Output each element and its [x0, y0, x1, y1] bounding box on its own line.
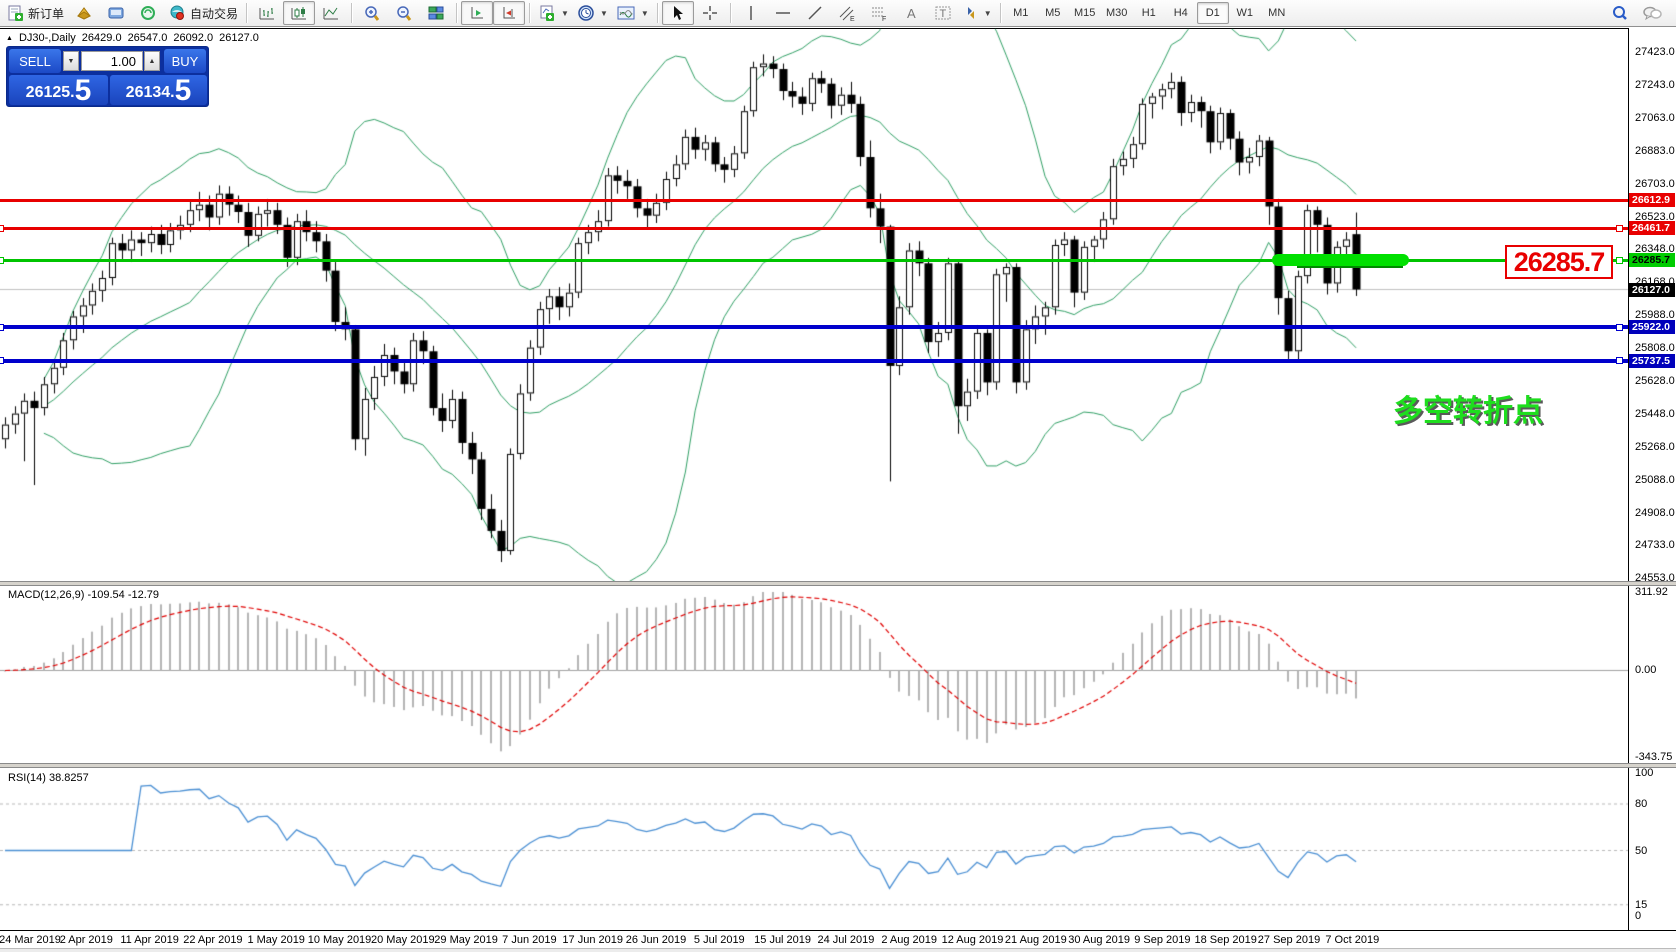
- highlight-rectangle-object[interactable]: [1272, 254, 1409, 267]
- buy-price-frac: 5: [174, 74, 192, 107]
- pane-divider[interactable]: [0, 763, 1676, 768]
- line-price-badge: 25737.5: [1629, 353, 1675, 368]
- rsi-tick-label: 100: [1635, 767, 1654, 779]
- price-tick-label: 27063.0: [1635, 111, 1675, 124]
- horizontal-line-object[interactable]: [0, 323, 1628, 331]
- collapse-header-icon[interactable]: ▲: [6, 34, 13, 42]
- price-tick-label: 27423.0: [1635, 46, 1675, 58]
- price-tick-label: 26883.0: [1635, 144, 1675, 157]
- sell-price-frac: 5: [74, 74, 92, 107]
- horizontal-line-object[interactable]: [0, 357, 1628, 365]
- horizontal-line-object[interactable]: [0, 198, 1628, 202]
- date-tick-label: 21 Aug 2019: [1004, 934, 1067, 946]
- line-handle[interactable]: [0, 323, 4, 331]
- price-tick-label: 25628.0: [1635, 374, 1675, 387]
- horizontal-line-object[interactable]: [0, 224, 1628, 232]
- date-tick-label: 5 Jul 2019: [693, 934, 745, 946]
- horizontal-line-object[interactable]: [0, 256, 1628, 264]
- price-tick-label: 26703.0: [1635, 177, 1675, 190]
- sell-price-display[interactable]: 26125. 5: [9, 74, 108, 107]
- price-tick-label: 26523.0: [1635, 210, 1675, 223]
- date-tick-label: 7 Oct 2019: [1325, 934, 1380, 946]
- buy-price-dot: .: [170, 84, 175, 101]
- sell-price-dot: .: [70, 84, 75, 101]
- ohlc-open: 26429.0: [81, 32, 122, 44]
- line-handle[interactable]: [1616, 256, 1623, 264]
- ohlc-close: 26127.0: [219, 32, 259, 44]
- date-tick-label: 7 Jun 2019: [502, 934, 557, 946]
- line-handle[interactable]: [1616, 224, 1623, 232]
- date-axis[interactable]: 24 Mar 2019 2 Apr 2019 11 Apr 2019 22 Apr 2…: [0, 930, 1676, 949]
- date-tick-label: 22 Apr 2019: [183, 934, 243, 946]
- price-axis-column[interactable]: 27423.0 27243.0 27063.0 26883.0 26703.0 26523…: [1628, 28, 1676, 930]
- price-tick-label: 26348.0: [1635, 243, 1675, 256]
- volume-increase-button[interactable]: ▲: [144, 51, 160, 71]
- date-tick-label: 29 May 2019: [434, 934, 498, 946]
- macd-indicator-label: MACD(12,26,9) -109.54 -12.79: [8, 589, 160, 601]
- date-tick-label: 12 Aug 2019: [941, 934, 1004, 946]
- macd-tick-label: 0.00: [1635, 664, 1657, 677]
- date-tick-label: 15 Jul 2019: [754, 934, 812, 946]
- buy-button[interactable]: BUY: [164, 49, 206, 73]
- rsi-tick-label: 0: [1635, 910, 1642, 922]
- price-tick-label: 25088.0: [1635, 473, 1675, 486]
- ohlc-low: 26092.0: [173, 32, 214, 44]
- line-price-badge: 25922.0: [1629, 320, 1675, 335]
- line-handle[interactable]: [0, 357, 4, 365]
- turning-point-annotation[interactable]: 多空转折点: [1393, 395, 1543, 428]
- symbol-title: DJ30-,Daily: [18, 32, 76, 44]
- date-tick-label: 10 May 2019: [307, 934, 372, 946]
- line-price-badge: 26285.7: [1629, 253, 1675, 268]
- price-tick-label: 27243.0: [1635, 78, 1675, 91]
- line-handle[interactable]: [0, 224, 4, 232]
- date-tick-label: 18 Sep 2019: [1194, 934, 1257, 946]
- date-tick-label: 30 Aug 2019: [1068, 934, 1130, 946]
- window-bottom-strip: [0, 948, 1676, 952]
- line-handle[interactable]: [1616, 357, 1623, 365]
- line-price-badge: 26612.9: [1629, 193, 1675, 208]
- line-handle[interactable]: [1616, 323, 1623, 331]
- line-price-badge: 26461.7: [1629, 221, 1675, 236]
- price-tick-label: 25988.0: [1635, 309, 1675, 321]
- buy-price-display[interactable]: 26134. 5: [110, 74, 207, 107]
- buy-price-int: 26134: [125, 84, 171, 101]
- price-tick-label: 25268.0: [1635, 440, 1675, 453]
- price-tick-label: 25808.0: [1635, 341, 1675, 354]
- date-tick-label: 27 Sep 2019: [1257, 934, 1321, 946]
- sell-price-int: 26125: [25, 84, 71, 101]
- date-tick-label: 26 Jun 2019: [625, 934, 687, 946]
- date-tick-label: 17 Jun 2019: [562, 934, 623, 946]
- date-tick-label: 2 Apr 2019: [59, 934, 113, 946]
- pane-divider[interactable]: [0, 581, 1676, 586]
- rsi-tick-label: 50: [1635, 844, 1648, 857]
- one-click-trading-panel: SELL ▼ ▲ BUY 26125.5 26134.5: [6, 46, 209, 107]
- rsi-indicator-label: RSI(14) 38.8257: [8, 772, 89, 784]
- date-tick-label: 11 Apr 2019: [120, 934, 179, 946]
- date-tick-label: 9 Sep 2019: [1134, 934, 1191, 946]
- date-tick-label: 2 Aug 2019: [881, 934, 938, 946]
- price-callout-box[interactable]: 26285.7: [1505, 245, 1613, 279]
- highlight-rectangle-shadow: [1297, 266, 1403, 269]
- date-tick-label: 20 May 2019: [370, 934, 435, 946]
- symbol-header: ▲ DJ30-,Daily 26429.0 26547.0 26092.0 26…: [6, 32, 259, 44]
- price-tick-label: 24908.0: [1635, 506, 1675, 519]
- rsi-tick-label: 80: [1635, 798, 1648, 810]
- volume-decrease-button[interactable]: ▼: [63, 51, 79, 71]
- date-tick-label: 24 Jul 2019: [817, 934, 875, 946]
- sell-button[interactable]: SELL: [9, 49, 61, 73]
- price-tick-label: 24733.0: [1635, 539, 1675, 551]
- price-tick-label: 25448.0: [1635, 407, 1675, 420]
- macd-tick-label: 311.92: [1635, 586, 1668, 598]
- volume-input[interactable]: [81, 51, 143, 71]
- rsi-tick-label: 15: [1635, 898, 1648, 911]
- line-handle[interactable]: [0, 256, 4, 264]
- macd-tick-label: -343.75: [1635, 751, 1673, 763]
- date-tick-label: 24 Mar 2019: [0, 934, 61, 946]
- bid-price-badge: 26127.0: [1629, 282, 1675, 297]
- ohlc-high: 26547.0: [127, 32, 168, 44]
- date-tick-label: 1 May 2019: [247, 934, 305, 946]
